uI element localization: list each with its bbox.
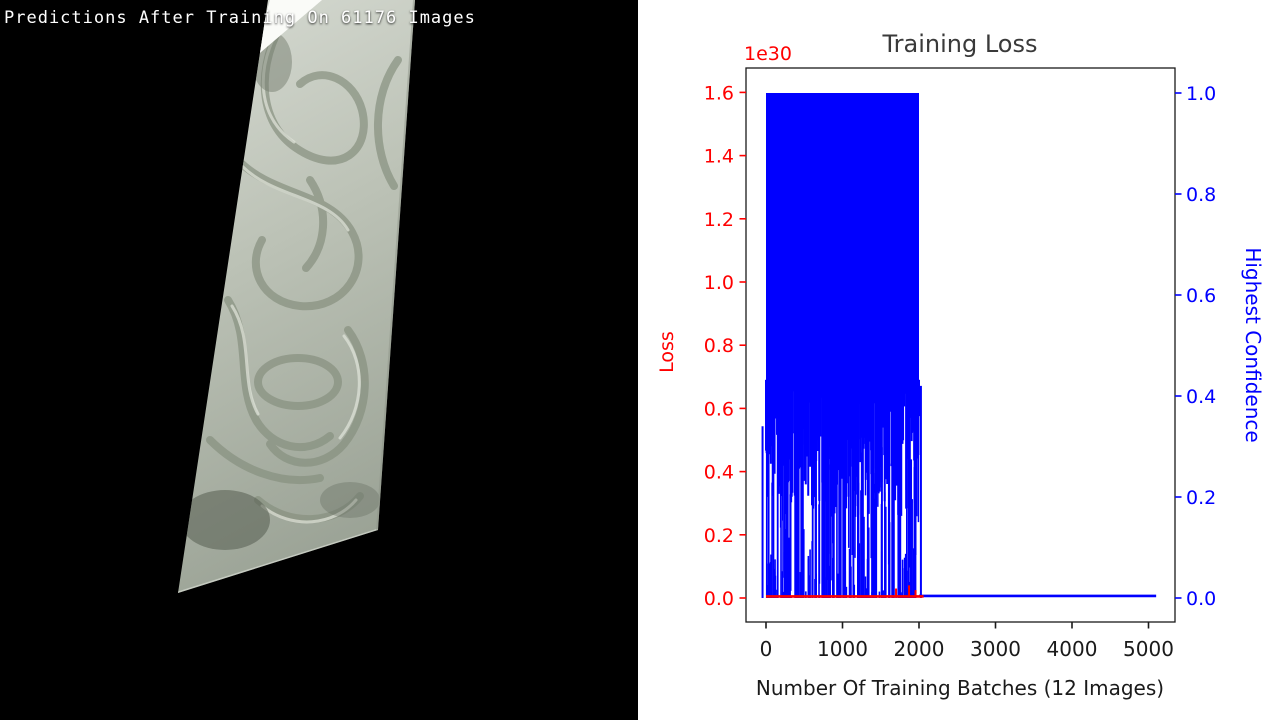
left-axis-offset-text: 1e30	[744, 43, 792, 65]
overlay-caption: Predictions After Training On 61176 Imag…	[4, 8, 476, 28]
right-tick-label: 0.6	[1186, 285, 1216, 307]
left-axis-label: Loss	[656, 331, 678, 373]
right-tick-label: 0.2	[1186, 487, 1216, 509]
left-tick-label: 1.6	[704, 82, 734, 104]
plot-area	[761, 93, 1157, 598]
right-tick-label: 0.0	[1186, 588, 1216, 610]
x-tick-label: 3000	[970, 637, 1021, 661]
right-tick-label: 1.0	[1186, 83, 1216, 105]
left-tick-label: 0.8	[704, 335, 734, 357]
chart-title: Training Loss	[882, 30, 1038, 58]
left-tick-label: 1.0	[704, 272, 734, 294]
left-tick-label: 0.0	[704, 588, 734, 610]
confidence-dense-band	[766, 93, 919, 381]
right-tick-label: 0.4	[1186, 386, 1216, 408]
x-tick-label: 0	[760, 637, 773, 661]
bright-highlight	[254, 0, 322, 58]
x-axis-label: Number Of Training Batches (12 Images)	[756, 676, 1164, 700]
x-tick-label: 4000	[1047, 637, 1098, 661]
left-tick-label: 0.4	[704, 462, 734, 484]
right-tick-label: 0.8	[1186, 184, 1216, 206]
warped-prediction-image	[0, 0, 638, 720]
training-loss-chart: Training Loss 1e30 Loss Highest Confiden…	[656, 30, 1265, 700]
left-tick-label: 1.2	[704, 209, 734, 231]
x-tick-label: 5000	[1123, 637, 1174, 661]
x-tick-label: 2000	[894, 637, 945, 661]
left-tick-label: 0.6	[704, 398, 734, 420]
chart-panel: Training Loss 1e30 Loss Highest Confiden…	[638, 0, 1280, 720]
axis-ticks: 0.0 0.2 0.4 0.6 0.8 1.0 1.2 1.4 1.6 0.0 0.2 0.4 0.6 0…	[704, 82, 1216, 661]
x-tick-label: 1000	[817, 637, 868, 661]
camera-panel: Predictions After Training On 61176 Imag…	[0, 0, 638, 720]
left-tick-label: 1.4	[704, 146, 734, 168]
left-tick-label: 0.2	[704, 525, 734, 547]
right-axis-label: Highest Confidence	[1241, 247, 1265, 442]
